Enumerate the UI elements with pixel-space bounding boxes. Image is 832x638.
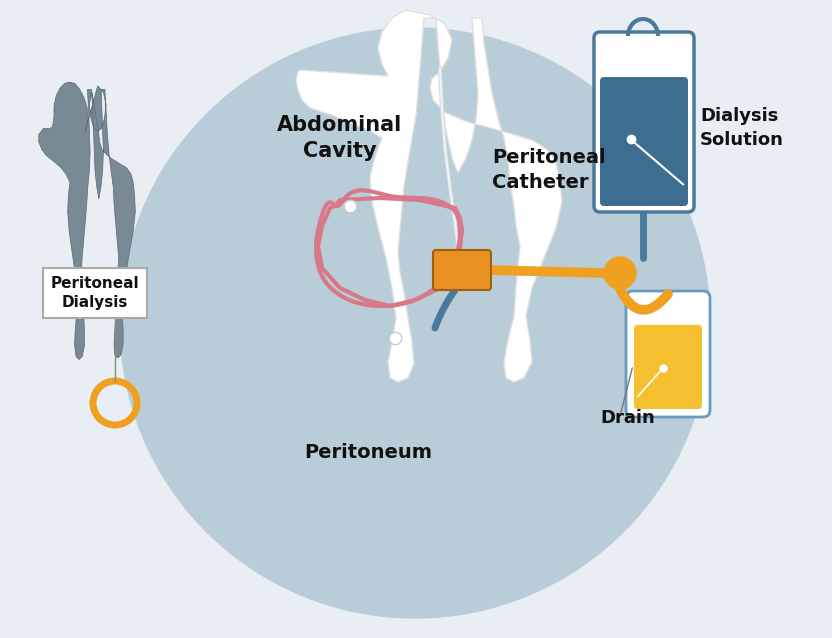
Polygon shape [39,82,136,359]
FancyBboxPatch shape [600,77,688,206]
Text: Peritoneum: Peritoneum [304,443,432,463]
Circle shape [604,257,636,289]
FancyBboxPatch shape [433,250,491,290]
Text: Dialysis
Solution: Dialysis Solution [700,107,784,149]
FancyBboxPatch shape [626,291,710,417]
FancyBboxPatch shape [594,32,694,212]
Text: Abdominal
Cavity: Abdominal Cavity [277,115,403,161]
FancyBboxPatch shape [602,36,686,82]
Text: Peritoneal
Dialysis: Peritoneal Dialysis [51,276,139,311]
FancyBboxPatch shape [634,325,702,409]
Polygon shape [296,10,562,382]
Text: Drain: Drain [600,409,655,427]
Circle shape [120,28,710,618]
Text: Peritoneal
Catheter: Peritoneal Catheter [492,148,606,192]
